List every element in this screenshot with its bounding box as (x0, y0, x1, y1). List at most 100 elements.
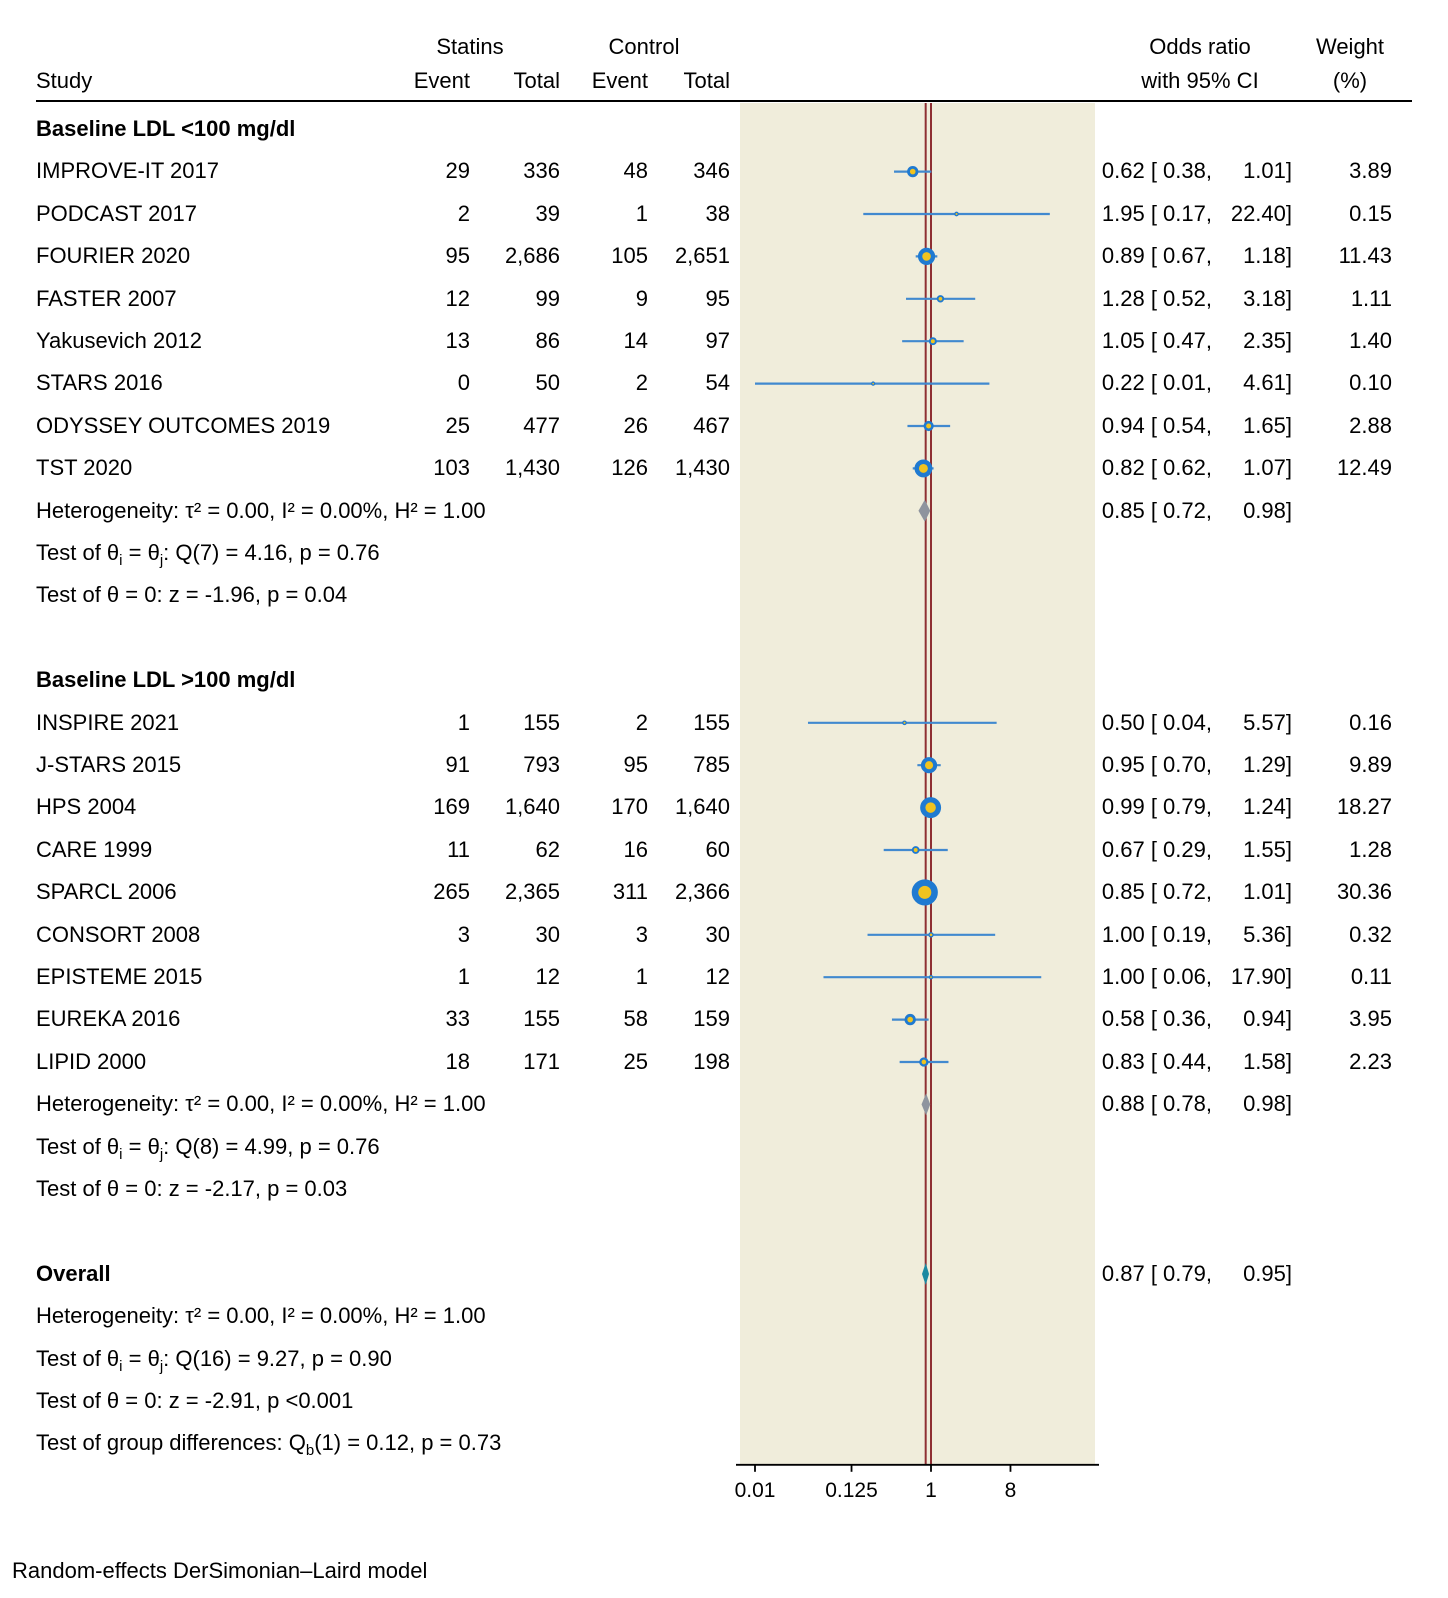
text-part: : Q(16) = 9.27, p = 0.90 (163, 1345, 392, 1371)
text-part: Heterogeneity: τ² = 0.00, I² = 0.00%, H²… (36, 1303, 486, 1329)
test-text: Heterogeneity: τ² = 0.00, I² = 0.00%, H²… (36, 1295, 736, 1337)
text-part: Test of group differences: Q (36, 1430, 306, 1456)
or-ci-text: 0.22 [ 0.01, (1101, 370, 1212, 396)
or-ci-upper-text: 1.01] (1243, 879, 1292, 905)
or-ci-text: 0.85 [ 0.72, (1101, 879, 1212, 905)
control-total: 60 (705, 836, 730, 862)
statins-event: 13 (445, 328, 470, 353)
subscript: j (159, 1145, 164, 1163)
statins-total: 477 (523, 412, 560, 438)
model-note: Random-effects DerSimonian–Laird model (12, 1558, 428, 1583)
or-marker (928, 337, 937, 346)
or-ci-upper-text: 3.18] (1243, 285, 1292, 311)
weight-value: 0.15 (1349, 200, 1392, 226)
control-total: 467 (693, 412, 730, 438)
or-marker (936, 295, 945, 303)
or-ci-text: 0.62 [ 0.38, (1101, 158, 1212, 184)
statins-total: 155 (523, 1006, 560, 1032)
statins-total: 155 (523, 709, 560, 735)
forest-row: CONSORT 2008 3 30 3 30 1.00 [ 0.19, 5.36] 0.32 (0, 914, 1448, 956)
text-part: : Q(8) = 4.99, p = 0.76 (163, 1133, 380, 1159)
weight-pct-header: (%) (1332, 68, 1368, 93)
or-ci-upper-text: 0.98] (1243, 497, 1292, 523)
control-event: 16 (623, 836, 648, 862)
or-ci-text: 0.94 [ 0.54, (1101, 412, 1212, 438)
or-ci-upper-text: 0.95] (1243, 1260, 1292, 1286)
control-event: 3 (635, 921, 648, 947)
forest-row: Heterogeneity: τ² = 0.00, I² = 0.00%, H²… (0, 1083, 1448, 1125)
control-event: 26 (623, 412, 648, 438)
statins-column-group-header: Statins (436, 34, 504, 59)
or-ci-upper-text: 4.61] (1243, 370, 1292, 396)
or-marker (911, 846, 920, 854)
test-text: Test of θ = 0: z = -2.91, p <0.001 (36, 1380, 736, 1422)
or-ci-upper-text: 22.40] (1230, 200, 1292, 226)
subscript: i (119, 552, 123, 569)
weight-value: 0.11 (1350, 964, 1392, 989)
control-total: 54 (705, 370, 730, 396)
statins-total: 12 (535, 964, 560, 989)
or-marker (914, 459, 933, 478)
control-event: 2 (635, 709, 648, 735)
control-total: 2,651 (674, 243, 730, 269)
or-marker (911, 879, 938, 906)
forest-row: Heterogeneity: τ² = 0.00, I² = 0.00%, H²… (0, 1295, 1448, 1337)
text-part: Test of θ (36, 1133, 120, 1159)
control-total: 30 (705, 921, 730, 947)
or-ci-text: 1.05 [ 0.47, (1101, 328, 1212, 353)
or-ci-upper-text: 1.24] (1243, 794, 1292, 820)
forest-row: J-STARS 2015 91 793 95 785 0.95 [ 0.70, 1.29] 9… (0, 744, 1448, 786)
or-marker (928, 932, 934, 938)
text-part: Test of θ = 0: z = -2.91, p <0.001 (36, 1388, 354, 1413)
statins-event: 0 (457, 370, 470, 396)
forest-row: SPARCL 2006 265 2,365 311 2,366 0.85 [ 0.72, 1… (0, 871, 1448, 913)
or-ci-upper-text: 1.18] (1243, 243, 1292, 269)
or-marker (928, 975, 934, 980)
control-total: 1,640 (674, 794, 730, 820)
forest-row: FOURIER 2020 95 2,686 105 2,651 0.89 [ 0.67, 1… (0, 235, 1448, 277)
or-marker (920, 757, 938, 774)
or-ci-text: 0.85 [ 0.72, (1101, 497, 1212, 523)
control-total: 1,430 (674, 455, 730, 481)
axis-tick-label: 8 (1005, 1479, 1017, 1502)
overall-label: Overall (36, 1260, 111, 1286)
group-label: Baseline LDL >100 mg/dl (36, 667, 296, 693)
test-text: Test of θi = θj: Q(16) = 9.27, p = 0.90 (36, 1338, 736, 1380)
study-name: J-STARS 2015 (36, 752, 182, 777)
control-total: 38 (705, 200, 730, 226)
statins-event: 103 (433, 455, 470, 481)
statins-event: 18 (445, 1048, 470, 1074)
forest-row: Test of θ = 0: z = -1.96, p = 0.04 (0, 574, 1448, 616)
or-ci-upper-text: 5.57] (1243, 709, 1292, 735)
text-part: : Q(7) = 4.16, p = 0.76 (163, 540, 380, 565)
control-event: 1 (635, 964, 648, 989)
or-marker (923, 420, 934, 432)
heterogeneity-text: Heterogeneity: τ² = 0.00, I² = 0.00%, H²… (36, 1091, 486, 1117)
statins-event: 3 (457, 921, 470, 947)
or-ci-text: 1.00 [ 0.19, (1101, 921, 1212, 947)
forest-row (0, 1210, 1448, 1252)
forest-row: PODCAST 2017 2 39 1 38 1.95 [ 0.17, 22.40] 0.15 (0, 193, 1448, 235)
forest-row: IMPROVE-IT 2017 29 336 48 346 0.62 [ 0.38, 1.0… (0, 150, 1448, 192)
control-total: 97 (705, 328, 730, 353)
control-column-group-header: Control (608, 34, 680, 59)
statins-total: 50 (535, 370, 560, 396)
subscript: j (159, 1357, 164, 1375)
plot-background (740, 103, 1095, 1465)
statins-total: 1,430 (504, 455, 560, 481)
control-total: 95 (705, 285, 730, 311)
forest-row: Baseline LDL <100 mg/dl (0, 108, 1448, 150)
statins-total: 336 (523, 158, 560, 184)
weight-value: 30.36 (1336, 879, 1392, 905)
text-part: Test of θ (36, 540, 120, 565)
control-total: 198 (693, 1048, 730, 1074)
or-ci-text: 0.95 [ 0.70, (1101, 752, 1212, 777)
study-name: Yakusevich 2012 (36, 328, 202, 353)
forest-row: LIPID 2000 18 171 25 198 0.83 [ 0.44, 1.58] 2.2… (0, 1041, 1448, 1083)
test-text: Test of group differences: Qb(1) = 0.12,… (36, 1422, 736, 1464)
statins-event: 265 (433, 879, 470, 905)
text-part: Test of θ (36, 1345, 120, 1371)
control-total: 346 (693, 158, 730, 184)
subscript: i (119, 1145, 123, 1163)
study-name: FOURIER 2020 (36, 243, 191, 269)
